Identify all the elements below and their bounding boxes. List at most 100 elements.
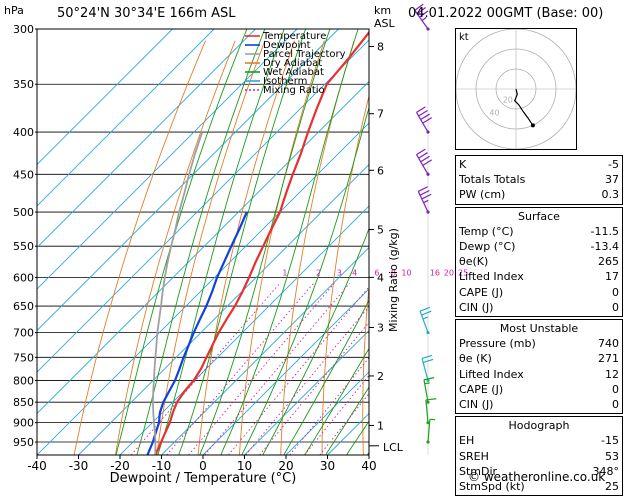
most-unstable-box: Most Unstable Pressure (mb) 740 θe (K)271… [455,319,623,414]
copyright[interactable]: © weatheronline.co.uk [468,470,605,484]
barb-dot [426,210,430,214]
asl-unit: ASL [374,17,396,30]
barb-flag [421,194,431,199]
most-unstable-title: Most Unstable [459,321,619,336]
surface-label: CAPE (J) [459,285,503,300]
temp-tick-label: -30 [69,459,89,473]
hodograph-row: EH -15 [459,433,619,448]
pressure-tick-label: 500 [13,206,34,219]
pressure-tick-label: 300 [13,23,34,36]
barb-dot [426,331,429,334]
pressure-tick-label: 800 [13,374,34,387]
location-title: 50°24'N 30°34'E 166m ASL [57,6,236,21]
temp-tick-label: 30 [320,459,335,473]
index-value: 0.3 [575,187,619,202]
surface-value: 0 [575,285,619,300]
unstable-label: CAPE (J) [459,382,503,397]
unstable-label: Pressure (mb) [459,336,536,351]
legend-label: Mixing Ratio [263,85,325,96]
index-value: -5 [575,157,619,172]
surface-value: 17 [575,269,619,284]
mixing-ratio-label: 2 [316,268,321,277]
surface-row: θe(K)265 [459,254,619,269]
pressure-tick-label: 350 [13,78,34,91]
unstable-value: 12 [575,367,619,382]
hodograph-ring-label: 20 [503,95,513,104]
pressure-tick-label: 650 [13,300,34,313]
surface-value: -11.5 [575,224,619,239]
unstable-row: CAPE (J) 0 [459,382,619,397]
unstable-row: Pressure (mb) 740 [459,336,619,351]
hodograph-value: -15 [575,433,619,448]
surface-value: 265 [575,254,619,269]
mixing-ratio-label: 20 [444,268,454,277]
barb-half [423,317,428,319]
surface-box: Surface Temp (°C)-11.5 Dewp (°C)-13.4 θe… [455,207,623,317]
barb-flag [421,311,431,315]
wind-barb [416,148,436,177]
km-tick-label: 2 [377,370,384,383]
unstable-label: CIN (J) [459,397,493,412]
mixing-ratio-label: 1 [282,268,287,277]
mixing-ratio-label: 4 [352,268,357,277]
surface-row: CIN (J)0 [459,300,619,315]
x-axis-label: Dewpoint / Temperature (°C) [110,471,297,486]
indices-box: K -5 Totals Totals 37 PW (cm)0.3 [455,155,623,205]
unstable-value: 0 [575,382,619,397]
pressure-tick-label: 850 [13,396,34,409]
hpa-unit: hPa [4,4,24,17]
hodograph-ring-label: 40 [489,109,499,118]
km-tick-label: 3 [377,321,384,334]
hodograph-title: Hodograph [459,418,619,433]
mixing-ratio-label: 16 [430,268,440,277]
barb-flag [418,187,428,192]
hodograph-label: SREH [459,449,489,464]
index-label: K [459,157,466,172]
km-tick-label: 5 [377,224,384,237]
dry-adiabat [402,41,443,455]
barb-half [425,382,430,384]
hodograph-unit: kt [459,32,469,43]
pressure-tick-label: 700 [13,327,34,340]
km-tick-label: 7 [377,108,384,121]
km-tick-label: 8 [377,40,384,53]
index-label: Totals Totals [459,172,525,187]
surface-label: CIN (J) [459,300,493,315]
barb-flag [422,355,432,358]
surface-label: Dewp (°C) [459,239,515,254]
index-row: PW (cm)0.3 [459,187,619,202]
surface-row: CAPE (J) 0 [459,285,619,300]
hodograph: kt 20 40 [455,28,577,150]
pressure-tick-label: 550 [13,240,34,253]
stability-panel: K -5 Totals Totals 37 PW (cm)0.3 Surface T… [455,155,623,498]
hodograph-end [531,123,535,127]
hodograph-label: EH [459,433,474,448]
mixing-ratio-label: 10 [401,268,411,277]
unstable-row: Lifted Index 12 [459,367,619,382]
surface-row: Lifted Index 17 [459,269,619,284]
pressure-tick-label: 900 [13,417,34,430]
mixing-ratio-axis-label: Mixing Ratio (g/kg) [387,228,400,332]
surface-title: Surface [459,209,619,224]
lcl-label: LCL [383,441,404,454]
km-tick-label: 4 [377,271,384,284]
pressure-tick-label: 950 [13,436,34,449]
unstable-label: θe (K) [459,351,492,366]
unstable-value: 0 [575,397,619,412]
temp-tick-label: 40 [361,459,376,473]
unstable-label: Lifted Index [459,367,524,382]
km-unit: km [374,4,391,17]
unstable-value: 740 [575,336,619,351]
mixing-ratio-label: 3 [337,268,342,277]
surface-row: Dewp (°C)-13.4 [459,239,619,254]
index-value: 37 [575,172,619,187]
barb-flag [420,190,430,195]
unstable-row: θe (K)271 [459,351,619,366]
surface-row: Temp (°C)-11.5 [459,224,619,239]
surface-label: Lifted Index [459,269,524,284]
barb-flag [420,307,430,311]
datetime-title: 04.01.2022 00GMT (Base: 00) [408,6,603,21]
pressure-tick-label: 750 [13,351,34,364]
wind-barb [418,186,435,214]
